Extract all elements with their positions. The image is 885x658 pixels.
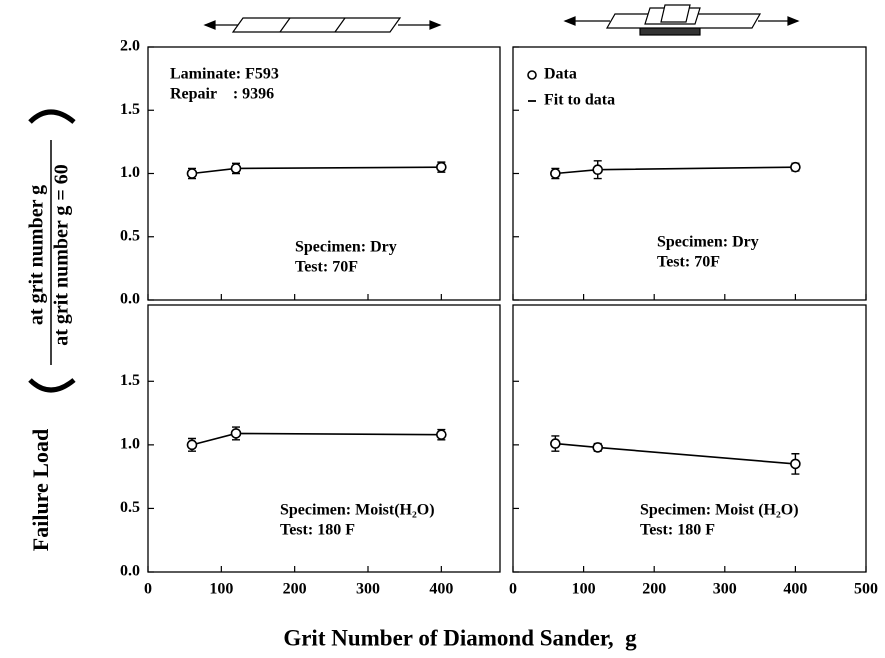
annotation: Test: 70F (295, 259, 358, 276)
data-point (437, 430, 446, 439)
specimen-icon (205, 18, 440, 32)
x-axis-title: Grit Number of Diamond Sander, g (283, 625, 637, 650)
x-tick-label: 0 (144, 581, 152, 598)
annotation: Specimen: Dry (295, 239, 397, 256)
y-axis-label: Failure Load at grit number g at grit nu… (26, 112, 74, 551)
x-tick-label: 400 (783, 581, 807, 598)
data-point (791, 163, 800, 172)
x-tick-label: 100 (209, 581, 233, 598)
specimen-icon (565, 5, 798, 35)
y-tick-label: 1.0 (120, 436, 140, 453)
y-tick-label: 0.0 (120, 291, 140, 308)
data-point (188, 440, 197, 449)
data-point (593, 443, 602, 452)
annotation: Specimen: Moist (H₂O) (640, 502, 799, 519)
data-point (188, 169, 197, 178)
annotation: Test: 180 F (280, 522, 355, 539)
data-point (791, 459, 800, 468)
data-point (232, 164, 241, 173)
x-tick-label: 400 (429, 581, 453, 598)
fit-line (555, 167, 795, 173)
data-point (437, 163, 446, 172)
data-point (551, 439, 560, 448)
data-point (232, 429, 241, 438)
fit-line (192, 433, 441, 444)
annotation: Specimen: Dry (657, 234, 759, 251)
y-tick-label: 2.0 (120, 38, 140, 55)
figure: Failure Load at grit number g at grit nu… (0, 0, 885, 658)
data-point (551, 169, 560, 178)
y-tick-label: 0.0 (120, 563, 140, 580)
annotation: Test: 180 F (640, 522, 715, 539)
annotation: Test: 70F (657, 254, 720, 271)
fit-line (192, 167, 441, 173)
annotation: Repair : 9396 (170, 86, 274, 103)
y-axis-numerator: at grit number g (26, 185, 48, 325)
y-tick-label: 0.5 (120, 499, 140, 516)
annotation: Laminate: F593 (170, 66, 279, 83)
x-tick-label: 200 (642, 581, 666, 598)
y-tick-label: 0.5 (120, 227, 140, 244)
x-tick-label: 200 (283, 581, 307, 598)
y-tick-label: 1.5 (120, 101, 140, 118)
x-tick-label: 300 (713, 581, 737, 598)
x-tick-label: 300 (356, 581, 380, 598)
paren (30, 112, 74, 122)
x-tick-label: 500 (854, 581, 878, 598)
legend-label: Fit to data (544, 92, 615, 109)
y-axis-denominator: at grit number g = 60 (51, 164, 73, 346)
data-point (593, 165, 602, 174)
legend-label: Data (544, 66, 577, 83)
annotation: Specimen: Moist(H₂O) (280, 502, 435, 519)
x-tick-label: 100 (572, 581, 596, 598)
y-axis-title: Failure Load (28, 429, 53, 551)
y-tick-label: 1.0 (120, 164, 140, 181)
y-tick-label: 1.5 (120, 372, 140, 389)
x-tick-label: 0 (509, 581, 517, 598)
legend-marker (528, 71, 536, 79)
fit-line (555, 444, 795, 464)
paren (30, 380, 74, 390)
